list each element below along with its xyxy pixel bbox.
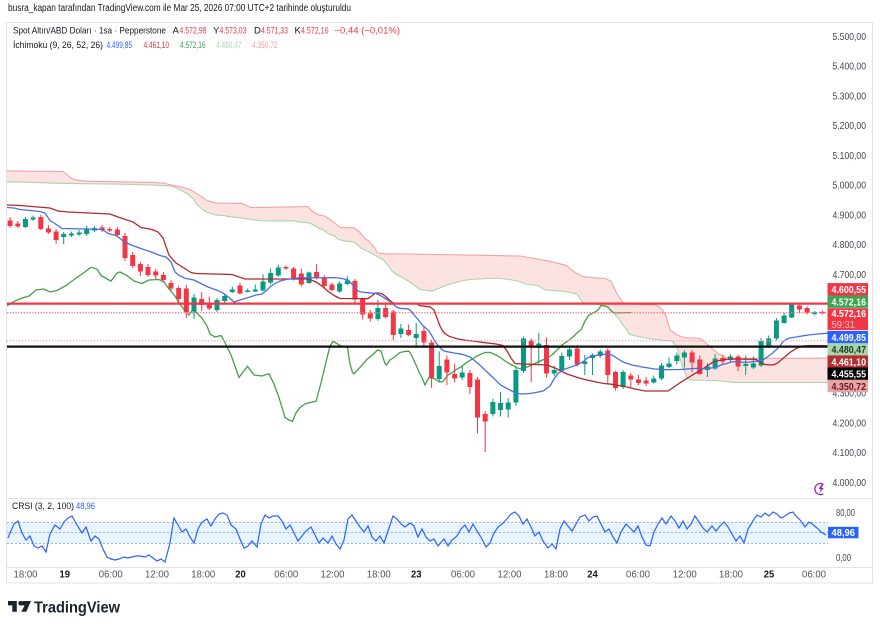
svg-text:18:00: 18:00: [367, 570, 391, 581]
svg-text:busra_kapan tarafından Trading: busra_kapan tarafından TradingView.com i…: [8, 3, 351, 14]
svg-text:20: 20: [235, 570, 246, 581]
svg-text:4.600,55: 4.600,55: [832, 284, 867, 296]
svg-text:4.455,55: 4.455,55: [832, 369, 867, 381]
svg-text:4.572,16: 4.572,16: [832, 297, 867, 309]
svg-text:İchimoku (9, 26, 52, 26): İchimoku (9, 26, 52, 26): [13, 40, 103, 51]
svg-text:06:00: 06:00: [99, 570, 123, 581]
svg-text:4.700,00: 4.700,00: [833, 269, 867, 281]
svg-text:4.499,85: 4.499,85: [832, 332, 867, 344]
svg-text:4.499,85: 4.499,85: [107, 40, 133, 51]
svg-text:4.571,33: 4.571,33: [261, 25, 288, 36]
svg-text:4.350,72: 4.350,72: [252, 40, 278, 51]
svg-text:5.500,00: 5.500,00: [833, 31, 867, 43]
svg-text:4.572,16: 4.572,16: [832, 308, 867, 320]
svg-text:A: A: [173, 25, 180, 36]
svg-text:4.200,00: 4.200,00: [833, 417, 867, 429]
svg-text:Y: Y: [213, 25, 220, 36]
svg-text:TradingView: TradingView: [34, 600, 121, 617]
svg-text:5.300,00: 5.300,00: [833, 90, 867, 102]
svg-text:4.480,47: 4.480,47: [832, 344, 867, 356]
svg-text:12:00: 12:00: [673, 570, 697, 581]
svg-text:4.461,10: 4.461,10: [144, 40, 170, 51]
svg-text:D: D: [254, 25, 261, 36]
svg-text:4.900,00: 4.900,00: [833, 209, 867, 221]
svg-text:4.461,10: 4.461,10: [832, 356, 867, 368]
svg-text:18:00: 18:00: [719, 570, 743, 581]
svg-text:4.480,47: 4.480,47: [216, 40, 242, 51]
svg-text:59:31: 59:31: [832, 320, 856, 331]
svg-text:18:00: 18:00: [14, 570, 38, 581]
svg-text:4.800,00: 4.800,00: [833, 239, 867, 251]
svg-text:19: 19: [60, 570, 71, 581]
svg-text:06:00: 06:00: [451, 570, 475, 581]
svg-text:5.200,00: 5.200,00: [833, 120, 867, 132]
svg-text:CRSI (3, 2, 100): CRSI (3, 2, 100): [12, 501, 74, 512]
svg-text:Spot Altın/ABD Doları · 1sa ·: Spot Altın/ABD Doları · 1sa · Pepperston…: [13, 25, 166, 36]
svg-text:5.100,00: 5.100,00: [833, 150, 867, 162]
svg-text:−0,44 (−0,01%): −0,44 (−0,01%): [335, 25, 401, 36]
svg-text:48,96: 48,96: [76, 501, 95, 512]
svg-text:06:00: 06:00: [626, 570, 650, 581]
svg-text:K: K: [295, 25, 302, 36]
svg-text:12:00: 12:00: [498, 570, 522, 581]
svg-text:5.000,00: 5.000,00: [833, 180, 867, 192]
svg-text:12:00: 12:00: [145, 570, 169, 581]
svg-text:4.350,72: 4.350,72: [832, 381, 867, 393]
svg-text:23: 23: [411, 570, 422, 581]
svg-text:25: 25: [764, 570, 775, 581]
svg-text:18:00: 18:00: [191, 570, 215, 581]
svg-text:4.573,03: 4.573,03: [220, 25, 247, 36]
svg-text:06:00: 06:00: [802, 570, 826, 581]
svg-text:4.572,16: 4.572,16: [301, 25, 329, 36]
svg-text:4.000,00: 4.000,00: [833, 477, 867, 489]
svg-text:48,96: 48,96: [832, 528, 856, 539]
svg-text:80,00: 80,00: [836, 507, 855, 519]
svg-text:18:00: 18:00: [544, 570, 568, 581]
svg-text:12:00: 12:00: [321, 570, 345, 581]
svg-text:4.100,00: 4.100,00: [833, 447, 867, 459]
svg-text:24: 24: [587, 570, 598, 581]
svg-text:0,00: 0,00: [836, 552, 851, 564]
svg-text:4.572,98: 4.572,98: [180, 25, 207, 36]
svg-text:4.572,16: 4.572,16: [180, 40, 206, 51]
svg-text:06:00: 06:00: [274, 570, 298, 581]
svg-text:5.400,00: 5.400,00: [833, 61, 867, 73]
